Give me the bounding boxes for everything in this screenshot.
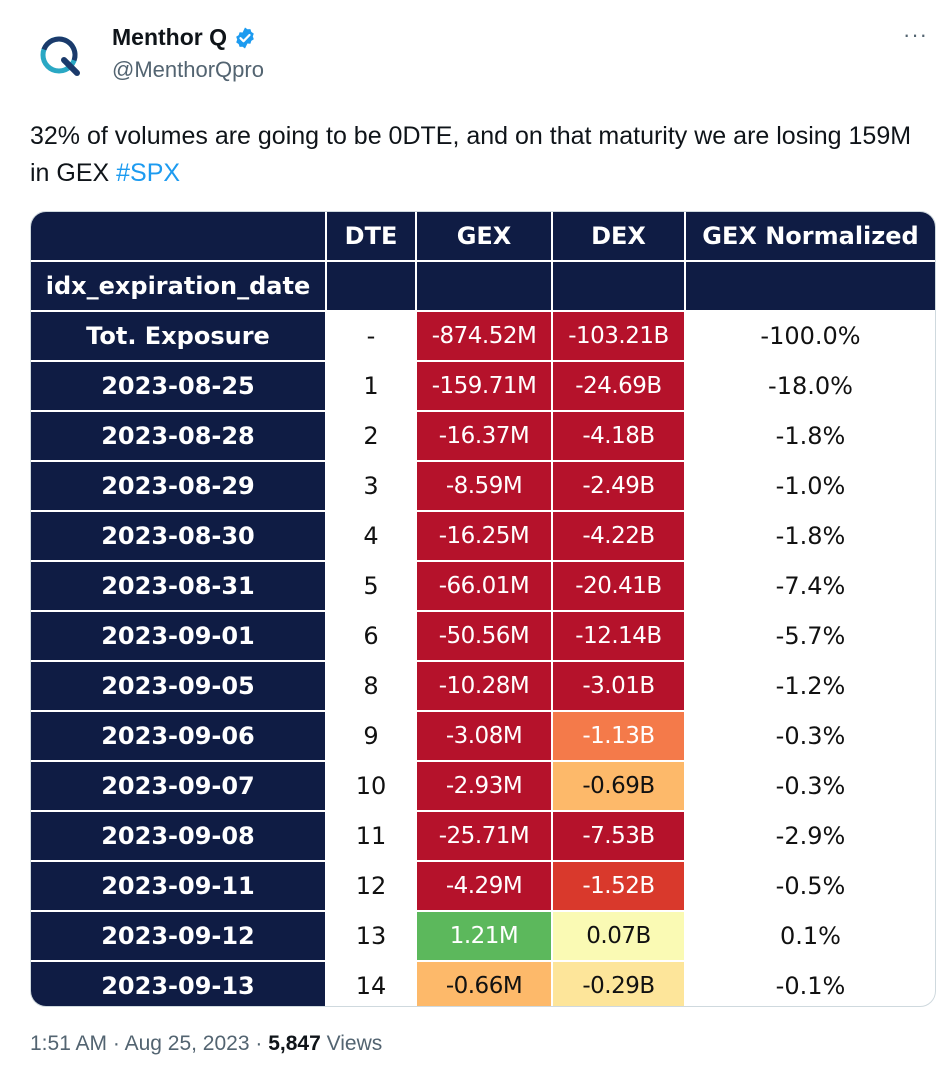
header-blank xyxy=(553,262,684,310)
gex-cell: -10.28M xyxy=(417,662,551,710)
dex-cell: -4.18B xyxy=(553,412,684,460)
gex-normalized-cell: -1.2% xyxy=(775,672,846,700)
more-options-icon[interactable]: ··· xyxy=(903,22,928,47)
row-index-label: 2023-09-06 xyxy=(31,712,325,760)
gex-normalized-cell: -1.8% xyxy=(775,522,846,550)
gex-normalized-cell: -0.1% xyxy=(775,972,846,1000)
row-index-label: 2023-09-07 xyxy=(31,762,325,810)
separator: · xyxy=(107,1032,125,1055)
gex-normalized-cell: -2.9% xyxy=(775,822,846,850)
gex-normalized-cell: 0.1% xyxy=(780,922,841,950)
gex-normalized-cell: -0.3% xyxy=(775,722,846,750)
gex-cell: -16.37M xyxy=(417,412,551,460)
row-index-label: 2023-09-12 xyxy=(31,912,325,960)
header-blank xyxy=(686,262,935,310)
tweet-time[interactable]: 1:51 AM xyxy=(30,1032,108,1055)
dte-cell: 11 xyxy=(355,822,387,850)
gex-normalized-cell: -100.0% xyxy=(760,322,861,350)
gex-cell: -16.25M xyxy=(417,512,551,560)
row-index-label: 2023-08-29 xyxy=(31,462,325,510)
dex-cell: -2.49B xyxy=(553,462,684,510)
row-index-label: 2023-08-25 xyxy=(31,362,325,410)
header-blank xyxy=(417,262,551,310)
header-blank xyxy=(31,212,325,260)
dex-cell: -0.69B xyxy=(553,762,684,810)
dte-cell: 6 xyxy=(363,622,379,650)
avatar[interactable] xyxy=(32,28,90,86)
dte-cell: 13 xyxy=(355,922,387,950)
column-header: DEX xyxy=(553,212,684,260)
dex-cell: 0.07B xyxy=(553,912,684,960)
dte-cell: 14 xyxy=(355,972,387,1000)
gex-cell: -25.71M xyxy=(417,812,551,860)
dte-cell: 10 xyxy=(355,772,387,800)
dte-cell: 2 xyxy=(363,422,379,450)
author-row: Menthor Q xyxy=(112,24,257,51)
row-index-label: 2023-08-31 xyxy=(31,562,325,610)
dte-cell: 9 xyxy=(363,722,379,750)
row-index-label: Tot. Exposure xyxy=(31,312,325,360)
verified-badge-icon xyxy=(236,27,254,48)
dte-cell: 3 xyxy=(363,472,379,500)
dte-cell: - xyxy=(366,322,376,350)
gex-normalized-cell: -18.0% xyxy=(768,372,853,400)
gex-normalized-cell: -7.4% xyxy=(775,572,846,600)
gex-cell: -50.56M xyxy=(417,612,551,660)
row-index-label: 2023-08-30 xyxy=(31,512,325,560)
tweet-media-image[interactable]: DTE GEX DEX GEX Normalized idx_expiration_da… xyxy=(30,211,936,1007)
views-label: Views xyxy=(320,1032,383,1055)
gex-cell: -2.93M xyxy=(417,762,551,810)
dte-cell: 12 xyxy=(355,872,387,900)
row-index-label: 2023-09-05 xyxy=(31,662,325,710)
row-index-label: 2023-08-28 xyxy=(31,412,325,460)
author-name[interactable]: Menthor Q xyxy=(112,24,227,50)
gex-cell: -8.59M xyxy=(417,462,551,510)
column-header: GEX xyxy=(417,212,551,260)
hashtag-link[interactable]: #SPX xyxy=(116,159,181,187)
dex-cell: -20.41B xyxy=(553,562,684,610)
gex-cell: -0.66M xyxy=(417,962,551,1006)
dex-cell: -1.52B xyxy=(553,862,684,910)
tweet-text: 32% of volumes are going to be 0DTE, and… xyxy=(30,118,936,192)
row-index-label: 2023-09-13 xyxy=(31,962,325,1006)
dex-cell: -7.53B xyxy=(553,812,684,860)
gex-cell: -874.52M xyxy=(417,312,551,360)
dte-cell: 8 xyxy=(363,672,379,700)
gex-cell: -4.29M xyxy=(417,862,551,910)
dex-cell: -103.21B xyxy=(553,312,684,360)
dte-cell: 1 xyxy=(363,372,379,400)
tweet-date[interactable]: Aug 25, 2023 xyxy=(124,1032,250,1055)
gex-normalized-cell: -0.5% xyxy=(775,872,846,900)
header-blank xyxy=(327,262,415,310)
column-header: GEX Normalized xyxy=(686,212,935,260)
gex-cell: -66.01M xyxy=(417,562,551,610)
dex-cell: -1.13B xyxy=(553,712,684,760)
row-index-label: 2023-09-08 xyxy=(31,812,325,860)
gex-cell: 1.21M xyxy=(417,912,551,960)
gex-normalized-cell: -0.3% xyxy=(775,772,846,800)
column-header: DTE xyxy=(327,212,415,260)
views-count: 5,847 xyxy=(268,1032,321,1055)
dte-cell: 5 xyxy=(363,572,379,600)
dex-cell: -3.01B xyxy=(553,662,684,710)
separator: · xyxy=(249,1032,269,1055)
dex-cell: -0.29B xyxy=(553,962,684,1006)
dex-cell: -12.14B xyxy=(553,612,684,660)
gex-normalized-cell: -1.0% xyxy=(775,472,846,500)
tweet-body: 32% of volumes are going to be 0DTE, and… xyxy=(30,122,912,187)
dex-cell: -4.22B xyxy=(553,512,684,560)
author-handle[interactable]: @MenthorQpro xyxy=(112,57,264,82)
row-index-label: 2023-09-01 xyxy=(31,612,325,660)
dex-cell: -24.69B xyxy=(553,362,684,410)
gex-cell: -3.08M xyxy=(417,712,551,760)
dte-cell: 4 xyxy=(363,522,379,550)
row-index-label: 2023-09-11 xyxy=(31,862,325,910)
gex-normalized-cell: -1.8% xyxy=(775,422,846,450)
tweet-footer: 1:51 AM · Aug 25, 2023 · 5,847 Views xyxy=(30,1032,382,1056)
menthor-q-logo-icon xyxy=(40,36,80,76)
gex-cell: -159.71M xyxy=(417,362,551,410)
gex-normalized-cell: -5.7% xyxy=(775,622,846,650)
index-name-header: idx_expiration_date xyxy=(31,262,325,310)
